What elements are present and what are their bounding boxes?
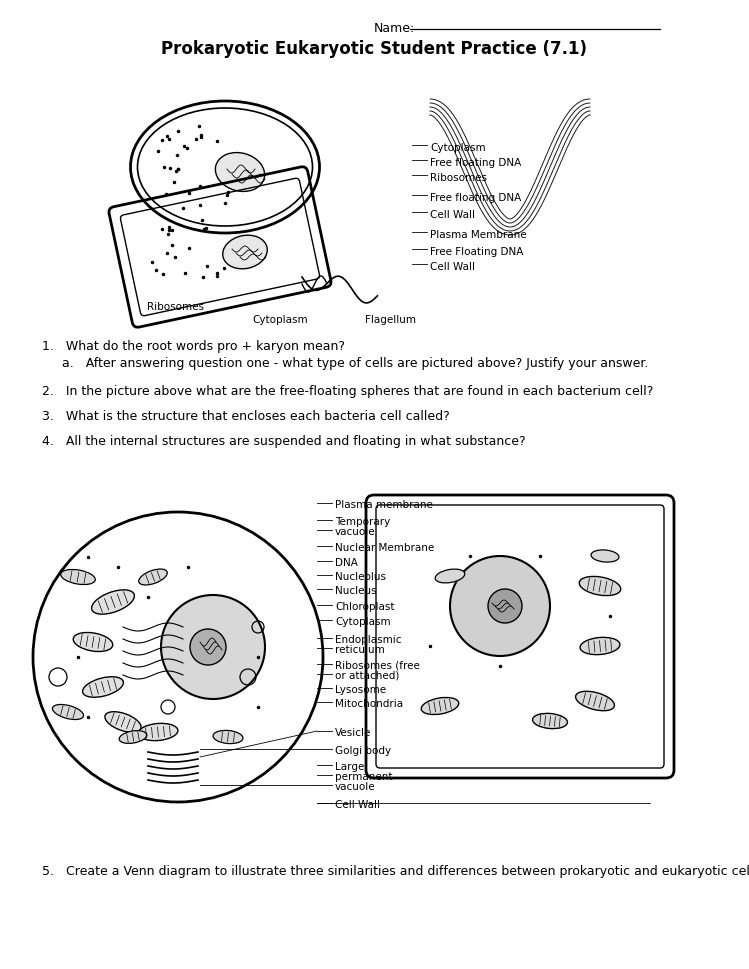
Text: Large: Large	[335, 762, 364, 771]
Ellipse shape	[73, 633, 113, 652]
Ellipse shape	[421, 698, 459, 715]
Ellipse shape	[105, 712, 141, 733]
Text: Free floating DNA: Free floating DNA	[430, 158, 521, 168]
Circle shape	[161, 595, 265, 700]
Ellipse shape	[119, 731, 147, 743]
Ellipse shape	[580, 638, 620, 655]
Text: vacuole: vacuole	[335, 781, 376, 791]
Ellipse shape	[435, 570, 465, 583]
Text: Plasma membrane: Plasma membrane	[335, 499, 433, 510]
Text: Ribosomes (free: Ribosomes (free	[335, 660, 420, 671]
Text: Golgi body: Golgi body	[335, 745, 391, 755]
Text: Name:: Name:	[374, 22, 415, 35]
Text: Chloroplast: Chloroplast	[335, 602, 395, 611]
Text: Ribosomes: Ribosomes	[430, 172, 487, 183]
Text: Free floating DNA: Free floating DNA	[430, 193, 521, 203]
Text: Cytoplasm: Cytoplasm	[430, 142, 485, 153]
Text: or attached): or attached)	[335, 671, 399, 680]
Text: Endoplasmic: Endoplasmic	[335, 635, 401, 644]
Ellipse shape	[61, 570, 95, 585]
Circle shape	[190, 629, 226, 666]
Text: Cell Wall: Cell Wall	[430, 209, 475, 220]
Ellipse shape	[533, 713, 568, 729]
Text: Nucleolus: Nucleolus	[335, 572, 386, 581]
Text: Nucleus: Nucleus	[335, 585, 377, 595]
Text: Lysosome: Lysosome	[335, 684, 386, 694]
Text: Prokaryotic Eukaryotic Student Practice (7.1): Prokaryotic Eukaryotic Student Practice …	[161, 40, 587, 58]
Text: DNA: DNA	[335, 557, 358, 568]
Text: Cytoplasm: Cytoplasm	[252, 315, 308, 325]
Text: a.   After answering question one - what type of cells are pictured above? Justi: a. After answering question one - what t…	[62, 357, 649, 369]
Ellipse shape	[575, 692, 614, 711]
Text: Cell Wall: Cell Wall	[430, 262, 475, 271]
Text: 3.   What is the structure that encloses each bacteria cell called?: 3. What is the structure that encloses e…	[42, 410, 449, 422]
Ellipse shape	[591, 550, 619, 563]
Ellipse shape	[213, 731, 243, 744]
Circle shape	[450, 556, 550, 656]
Ellipse shape	[91, 590, 134, 614]
Text: Cytoplasm: Cytoplasm	[335, 616, 391, 626]
Text: vacuole: vacuole	[335, 526, 376, 537]
Text: Nuclear Membrane: Nuclear Membrane	[335, 543, 434, 552]
Ellipse shape	[579, 577, 621, 596]
Text: Temporary: Temporary	[335, 516, 390, 526]
Text: Plasma Membrane: Plasma Membrane	[430, 230, 527, 239]
Text: Vesicle: Vesicle	[335, 728, 372, 737]
Ellipse shape	[216, 153, 264, 192]
Text: permanent: permanent	[335, 771, 392, 781]
Text: Cell Wall: Cell Wall	[335, 799, 380, 809]
Ellipse shape	[139, 570, 167, 585]
Ellipse shape	[222, 236, 267, 269]
Text: reticulum: reticulum	[335, 644, 385, 654]
Text: 2.   In the picture above what are the free-floating spheres that are found in e: 2. In the picture above what are the fre…	[42, 385, 653, 397]
Text: Ribosomes: Ribosomes	[147, 301, 204, 312]
Text: 1.   What do the root words pro + karyon mean?: 1. What do the root words pro + karyon m…	[42, 340, 345, 353]
Text: 4.   All the internal structures are suspended and floating in what substance?: 4. All the internal structures are suspe…	[42, 434, 526, 448]
Ellipse shape	[138, 724, 178, 741]
Ellipse shape	[52, 704, 84, 720]
Text: Free Floating DNA: Free Floating DNA	[430, 247, 524, 257]
Circle shape	[488, 589, 522, 623]
Text: 5.   Create a Venn diagram to illustrate three similarities and differences betw: 5. Create a Venn diagram to illustrate t…	[42, 864, 749, 877]
Text: Mitochondria: Mitochondria	[335, 699, 403, 708]
Ellipse shape	[82, 677, 124, 698]
Text: Flagellum: Flagellum	[365, 315, 416, 325]
